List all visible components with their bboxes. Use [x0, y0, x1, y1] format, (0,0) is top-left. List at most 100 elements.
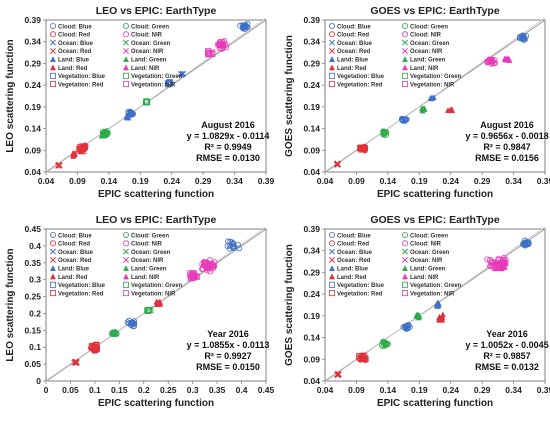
legend-marker [50, 231, 57, 238]
data-point [505, 55, 511, 62]
y-tick-label: 0.29 [303, 58, 320, 68]
data-point [192, 272, 199, 279]
x-tick-label: 0.05 [62, 385, 79, 395]
x-tick-label: 0.34 [505, 176, 522, 186]
legend-marker [50, 273, 56, 280]
legend-marker [50, 240, 57, 247]
legend-marker [123, 64, 129, 71]
legend-label: Land: Green [410, 58, 446, 64]
data-point [206, 50, 213, 57]
annotation-line: R² = 0.9857 [483, 351, 530, 361]
data-point [241, 23, 248, 30]
data-point [333, 161, 340, 168]
annotation-line: y = 1.0855x - 0.0113 [187, 340, 270, 350]
legend-label: Vegetation: NIR [131, 291, 176, 297]
data-point [357, 355, 364, 362]
x-tick-label: 0.04 [38, 176, 55, 186]
data-point [497, 264, 504, 271]
legend-marker [123, 39, 129, 46]
y-tick-label: 0.34 [24, 37, 41, 47]
legend-marker [123, 256, 129, 263]
legend-marker [328, 31, 335, 38]
data-point [79, 146, 86, 153]
x-tick-label: 0.35 [209, 385, 226, 395]
annotation-line: R² = 0.9847 [483, 142, 530, 152]
annotation-line: August 2016 [201, 120, 255, 130]
y-axis-label: LEO scattering function [5, 39, 16, 152]
legend-label: Cloud: Green [410, 233, 448, 239]
data-point [216, 40, 223, 47]
data-points [334, 237, 532, 379]
data-point [70, 149, 77, 156]
legend-marker [328, 22, 335, 29]
data-point [93, 345, 100, 352]
y-tick-label: 0.09 [303, 354, 320, 364]
legend-label: Land: Red [337, 275, 367, 281]
data-point [90, 345, 97, 352]
legend-marker [329, 39, 335, 46]
annotation-line: RMSE = 0.0130 [196, 153, 260, 163]
x-tick-label: 0.19 [411, 385, 428, 395]
annotation-line: y = 0.9656x - 0.0018 [465, 131, 548, 141]
legend-label: Ocean: Blue [337, 41, 373, 47]
legend-marker [50, 256, 56, 263]
legend-label: Cloud: Blue [337, 233, 371, 239]
legend-marker [328, 72, 335, 79]
data-point [334, 371, 341, 378]
data-point [382, 340, 389, 347]
x-tick-label: 0.24 [442, 176, 459, 186]
legend-label: Cloud: Red [58, 33, 90, 39]
data-point [219, 41, 226, 48]
legend-label: Ocean: Blue [58, 250, 94, 256]
chart-title: LEO vs EPIC: EarthType [96, 214, 217, 226]
data-point [80, 144, 87, 151]
legend-marker [401, 72, 408, 79]
data-point [128, 109, 135, 116]
legend-marker [402, 64, 408, 71]
data-point [206, 265, 213, 272]
y-tick-label: 0.45 [24, 224, 41, 234]
data-point [177, 70, 184, 77]
legend-label: Land: Green [410, 267, 446, 273]
legend-label: Vegetation: Red [337, 82, 383, 88]
data-point [210, 265, 217, 272]
data-point [522, 241, 529, 248]
data-point [487, 259, 494, 266]
annotation-line: Year 2016 [486, 329, 528, 339]
legend-label: Land: Blue [58, 58, 90, 64]
y-tick-label: 0.29 [303, 267, 320, 277]
data-point [486, 56, 493, 63]
legend-label: Land: Blue [337, 267, 369, 273]
legend-label: Cloud: NIR [131, 33, 163, 39]
data-point [525, 241, 532, 248]
data-point [521, 237, 528, 244]
legend-marker [50, 56, 56, 62]
y-tick-label: 0.29 [24, 58, 41, 68]
legend-marker [123, 22, 130, 29]
chart-panel: LEO vs EPIC: EarthType 0 0.05 0.1 0.15 0.2 0.2… [5, 214, 275, 409]
x-tick-label: 0.19 [132, 176, 149, 186]
legend-label: Cloud: Blue [58, 24, 92, 30]
y-tick-label: 0.39 [24, 15, 41, 25]
legend-marker [402, 273, 408, 280]
legend-marker [50, 248, 56, 255]
x-axis-label: EPIC scattering function [98, 189, 214, 200]
legend-label: Vegetation: NIR [131, 82, 176, 88]
y-tick-label: 0.4 [29, 241, 41, 251]
data-point [436, 313, 443, 320]
legend-marker [329, 256, 335, 263]
legend-label: Vegetation: Green [131, 283, 183, 289]
y-tick-label: 0.24 [303, 80, 320, 90]
legend-marker [401, 290, 408, 297]
legend-label: Land: Blue [58, 267, 90, 273]
data-point [142, 99, 149, 106]
y-tick-label: 0 [36, 376, 41, 386]
legend-label: Vegetation: NIR [410, 82, 455, 88]
legend-label: Land: Blue [337, 58, 369, 64]
x-tick-label: 0.34 [226, 176, 243, 186]
legend-marker [123, 265, 129, 271]
legend-label: Vegetation: Red [58, 291, 104, 297]
legend-marker [50, 81, 57, 88]
